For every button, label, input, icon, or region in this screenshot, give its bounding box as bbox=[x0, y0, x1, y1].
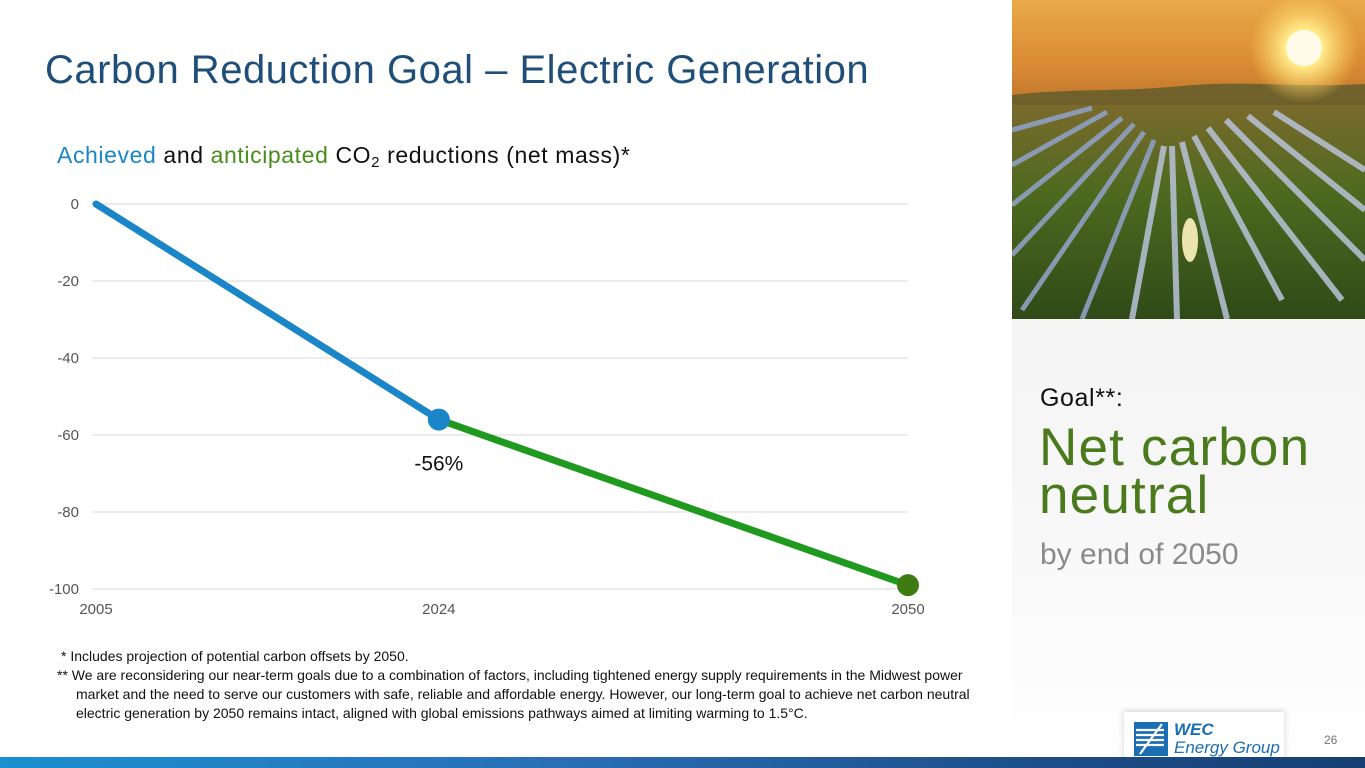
y-tick-label: -80 bbox=[57, 504, 79, 521]
logo-line-2: Energy Group bbox=[1174, 738, 1280, 757]
goal-headline: Net carbon neutral bbox=[1039, 418, 1311, 525]
x-tick-label: 2005 bbox=[79, 601, 112, 618]
data-label: -56% bbox=[414, 453, 463, 476]
x-tick-label: 2050 bbox=[891, 601, 924, 618]
and-label: and bbox=[163, 142, 204, 168]
y-tick-label: -20 bbox=[57, 273, 79, 290]
bottom-accent-bar bbox=[0, 757, 1365, 768]
wec-logo-icon bbox=[1134, 722, 1168, 756]
data-point-2050 bbox=[897, 574, 919, 597]
y-tick-label: -40 bbox=[57, 350, 79, 367]
page-number: 26 bbox=[1324, 733, 1338, 747]
logo-line-1: WEC bbox=[1174, 720, 1214, 739]
co2-label: CO2 bbox=[335, 142, 381, 171]
data-point-2024 bbox=[427, 408, 450, 431]
achieved-label: Achieved bbox=[57, 142, 157, 168]
goal-subtext: by end of 2050 bbox=[1040, 538, 1239, 571]
right-panel: Goal**: Net carbon neutral by end of 205… bbox=[1012, 0, 1365, 768]
reductions-label: reductions (net mass)* bbox=[387, 142, 631, 168]
goal-label: Goal**: bbox=[1040, 384, 1124, 412]
y-tick-label: 0 bbox=[71, 196, 79, 213]
footnote-2: ** We are reconsidering our near-term go… bbox=[57, 667, 970, 721]
footnote-1: * Includes projection of potential carbo… bbox=[61, 648, 409, 664]
footnotes: * Includes projection of potential carbo… bbox=[57, 647, 1007, 723]
page-title: Carbon Reduction Goal – Electric Generat… bbox=[45, 48, 870, 92]
anticipated-label: anticipated bbox=[210, 142, 329, 168]
solar-farm-photo bbox=[1012, 0, 1365, 319]
series-line-achieved bbox=[92, 200, 443, 424]
chart-title: Achieved and anticipated CO2 reductions … bbox=[57, 142, 630, 171]
series-line-anticipated bbox=[435, 416, 912, 589]
logo-text: WEC Energy Group bbox=[1174, 721, 1280, 757]
y-tick-label: -100 bbox=[49, 581, 79, 598]
x-tick-label: 2024 bbox=[422, 601, 455, 618]
y-tick-label: -60 bbox=[57, 427, 79, 444]
